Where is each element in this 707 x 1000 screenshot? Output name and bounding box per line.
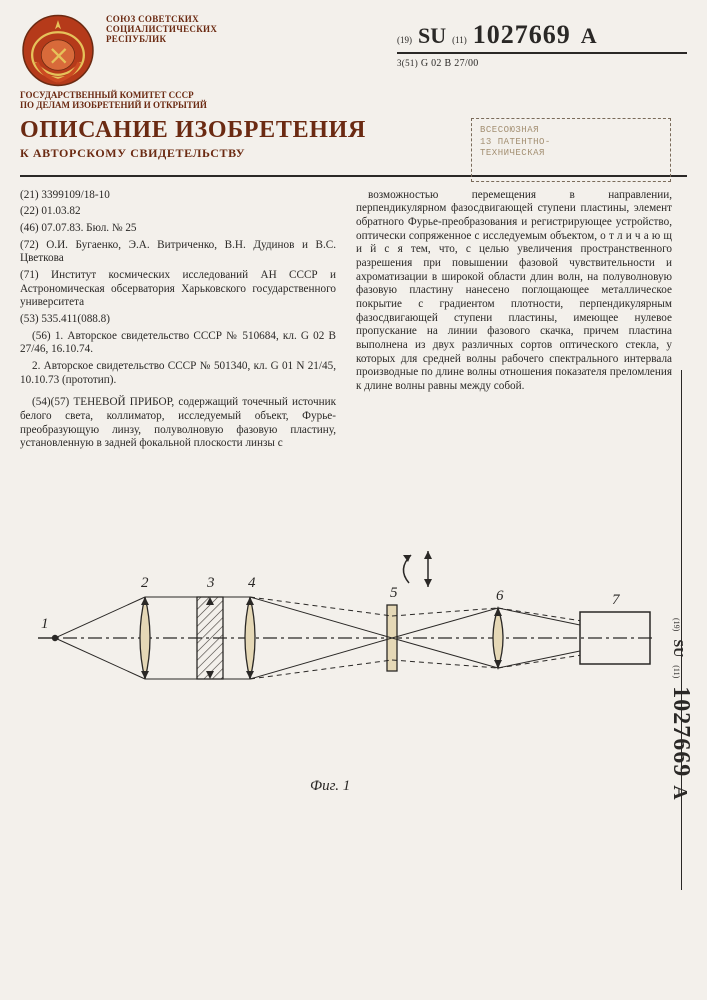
svg-text:2: 2 — [141, 575, 149, 591]
pub-number: 1027669 — [473, 20, 571, 50]
emblem-block: СОЮЗ СОВЕТСКИХ СОЦИАЛИСТИЧЕСКИХ РЕСПУБЛИ… — [20, 14, 330, 90]
code-19: (19) — [397, 35, 412, 45]
optical-diagram: 1 2 3 4 5 6 7 — [20, 523, 670, 753]
committee-line: ГОСУДАРСТВЕННЫЙ КОМИТЕТ СССР — [20, 90, 320, 100]
left-column: (21) 3399109/18-10 (22) 01.03.82 (46) 07… — [20, 189, 336, 517]
figure-label: Фиг. 1 — [310, 778, 350, 795]
code-11: (11) — [452, 35, 467, 45]
ipc-code: 3(51) G 02 B 27/00 — [397, 54, 687, 69]
side-publication-number: (19) SU (11) 1027669 A — [681, 370, 705, 890]
side-number: 1027669 — [667, 686, 694, 777]
field-53: (53) 535.411(088.8) — [20, 313, 336, 327]
field-72: (72) О.И. Бугаенко, Э.А. Витриченко, В.Н… — [20, 239, 336, 266]
svg-text:7: 7 — [612, 592, 621, 608]
field-54-left: (54)(57) ТЕНЕВОЙ ПРИБОР, содержащий точе… — [20, 396, 336, 451]
svg-text:3: 3 — [206, 575, 215, 591]
right-column: возможностью перемещения в направлении, … — [356, 189, 672, 517]
stamp-line: ТЕХНИЧЕСКАЯ — [480, 148, 662, 160]
svg-text:6: 6 — [496, 588, 504, 604]
svg-text:1: 1 — [41, 616, 49, 632]
field-46: (46) 07.07.83. Бюл. № 25 — [20, 222, 336, 236]
field-22: (22) 01.03.82 — [20, 205, 336, 219]
committee: ГОСУДАРСТВЕННЫЙ КОМИТЕТ СССР ПО ДЕЛАМ ИЗ… — [20, 90, 320, 111]
svg-text:4: 4 — [248, 575, 256, 591]
ussr-line: СОЦИАЛИСТИЧЕСКИХ — [106, 24, 217, 34]
side-19: (19) — [672, 618, 681, 631]
ussr-title: СОЮЗ СОВЕТСКИХ СОЦИАЛИСТИЧЕСКИХ РЕСПУБЛИ… — [106, 14, 217, 44]
field-56a: (56) 1. Авторское свидетельство СССР № 5… — [20, 330, 336, 357]
ussr-line: РЕСПУБЛИК — [106, 34, 217, 44]
ussr-line: СОЮЗ СОВЕТСКИХ — [106, 14, 217, 24]
figure-1: 1 2 3 4 5 6 7 Фиг. 1 — [20, 523, 687, 803]
title-block: ОПИСАНИЕ ИЗОБРЕТЕНИЯ К АВТОРСКОМУ СВИДЕТ… — [20, 117, 420, 161]
kind-code: A — [581, 23, 597, 49]
field-21: (21) 3399109/18-10 — [20, 189, 336, 203]
field-56b: 2. Авторское свидетельство СССР № 501340… — [20, 360, 336, 387]
abstract-continuation: возможностью перемещения в направлении, … — [356, 189, 672, 394]
country-code: SU — [418, 23, 446, 49]
side-kind: A — [668, 785, 691, 799]
library-stamp: ВСЕСОЮЗНАЯ 13 ПАТЕНТНО- ТЕХНИЧЕСКАЯ — [471, 118, 671, 182]
publication-number: (19) SU (11) 1027669 A 3(51) G 02 B 27/0… — [397, 14, 687, 69]
body: (21) 3399109/18-10 (22) 01.03.82 (46) 07… — [20, 189, 687, 517]
side-country: SU — [669, 639, 685, 657]
side-11: (11) — [672, 665, 681, 678]
stamp-line: 13 ПАТЕНТНО- — [480, 137, 662, 149]
svg-text:5: 5 — [390, 585, 398, 601]
page: СОЮЗ СОВЕТСКИХ СОЦИАЛИСТИЧЕСКИХ РЕСПУБЛИ… — [0, 0, 707, 1000]
committee-line: ПО ДЕЛАМ ИЗОБРЕТЕНИЙ И ОТКРЫТИЙ — [20, 100, 320, 110]
stamp-line: ВСЕСОЮЗНАЯ — [480, 125, 662, 137]
ussr-emblem-icon — [20, 14, 96, 90]
title-main: ОПИСАНИЕ ИЗОБРЕТЕНИЯ — [20, 117, 420, 144]
field-71: (71) Институт космических исследований А… — [20, 269, 336, 310]
title-sub: К АВТОРСКОМУ СВИДЕТЕЛЬСТВУ — [20, 146, 420, 161]
